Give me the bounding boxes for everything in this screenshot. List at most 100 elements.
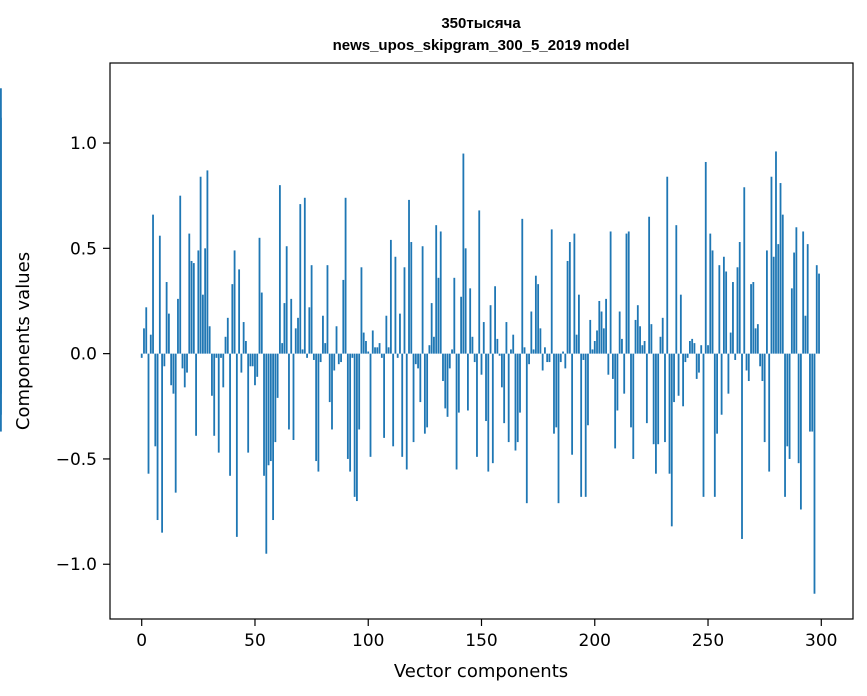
- bar-component-181: [550, 229, 553, 354]
- bar-component-5: [152, 214, 154, 354]
- y-axis-ticks: −1.0 −0.5 0.0 0.5 1.0: [56, 134, 110, 575]
- bar-component-137: [451, 349, 453, 354]
- bar-component-218: [634, 319, 637, 354]
- bar-component-68: [294, 328, 297, 354]
- bar-component-29: [206, 170, 209, 354]
- bar-component-205: [605, 298, 607, 354]
- bar-component-284: [784, 353, 786, 497]
- bar-component-165: [514, 353, 517, 451]
- bar-component-3: [147, 353, 150, 474]
- x-tick-label: 250: [692, 631, 724, 651]
- bar-component-22: [190, 260, 193, 354]
- bar-component-18: [181, 353, 184, 369]
- bar-component-299: [818, 273, 820, 354]
- bar-component-180: [548, 353, 551, 363]
- y-tick-label: −1.0: [56, 555, 97, 575]
- bar-component-255: [718, 265, 721, 354]
- x-tick-label: 300: [805, 631, 837, 651]
- bar-component-152: [485, 353, 487, 422]
- bar-component-297: [813, 353, 816, 594]
- bar-component-294: [806, 244, 809, 354]
- bar-component-103: [374, 347, 376, 354]
- bar-component-133: [442, 353, 444, 382]
- bar-component-1: [143, 328, 145, 354]
- bar-component-153: [487, 353, 490, 472]
- bar-component-24: [195, 353, 197, 436]
- bar-component-32: [213, 353, 216, 436]
- bar-component-243: [691, 338, 694, 354]
- bar-component-237: [677, 353, 680, 396]
- bar-component-21: [188, 233, 191, 354]
- bar-component-2: [145, 307, 148, 354]
- bar-component-117: [405, 353, 408, 470]
- bar-component-176: [539, 328, 542, 354]
- bar-component-115: [401, 353, 404, 457]
- bar-component-190: [571, 353, 574, 455]
- bar-component-56: [267, 353, 270, 466]
- bar-component-50: [254, 353, 256, 386]
- bar-component-171: [528, 353, 530, 365]
- bar-component-253: [713, 353, 716, 497]
- chart-subtitle: news_upos_skipgram_300_5_2019 model: [333, 37, 630, 54]
- bar-component-204: [602, 328, 605, 354]
- bar-component-185: [559, 353, 562, 363]
- bar-component-71: [301, 349, 304, 354]
- bar-component-92: [349, 353, 352, 472]
- bar-component-26: [199, 176, 202, 354]
- bar-component-82: [326, 265, 329, 354]
- bar-component-131: [437, 277, 440, 354]
- bar-component-249: [704, 161, 707, 354]
- bar-component-10: [163, 353, 166, 367]
- bar-component-224: [648, 216, 651, 354]
- x-tick-label: 0: [136, 631, 147, 651]
- bar-component-293: [804, 315, 807, 354]
- bar-component-23: [192, 263, 195, 354]
- x-tick-label: 150: [465, 631, 497, 651]
- bar-component-217: [632, 353, 635, 459]
- bar-component-14: [172, 353, 175, 394]
- bar-component-undefined: [0, 227, 2, 354]
- bar-component-279: [772, 256, 775, 354]
- bar-component-109: [387, 347, 390, 354]
- bar-component-270: [752, 282, 755, 354]
- bar-component-248: [702, 353, 705, 497]
- bar-component-145: [469, 288, 472, 354]
- bar-component-230: [661, 317, 664, 354]
- bar-component-135: [446, 353, 449, 417]
- bar-component-290: [797, 353, 800, 464]
- y-axis-label: Components values: [13, 252, 34, 430]
- bar-component-25: [197, 250, 200, 354]
- bar-component-11: [165, 282, 168, 354]
- bar-component-233: [668, 353, 671, 474]
- bar-component-189: [568, 242, 571, 354]
- bar-component-254: [716, 353, 718, 434]
- bar-component-38: [226, 317, 229, 354]
- bar-component-195: [582, 353, 585, 360]
- bar-component-16: [177, 298, 179, 354]
- bar-component-128: [430, 303, 433, 354]
- bar-component-159: [500, 353, 503, 388]
- bar-component-94: [353, 353, 356, 497]
- bar-component-276: [766, 250, 768, 354]
- bar-component-80: [322, 315, 324, 354]
- bar-component-60: [276, 353, 279, 398]
- bar-component-245: [695, 353, 698, 379]
- bar-component-6: [154, 353, 157, 447]
- bar-component-212: [621, 338, 623, 354]
- bar-component-175: [537, 284, 540, 354]
- bar-component-20: [186, 353, 188, 373]
- bar-component-110: [389, 239, 392, 354]
- bar-component-199: [591, 349, 594, 354]
- bar-component-91: [346, 353, 349, 459]
- x-tick-label: 50: [244, 631, 266, 651]
- bar-component-150: [480, 353, 483, 375]
- bar-component-172: [530, 311, 533, 354]
- bar-component-73: [306, 353, 308, 358]
- bar-component-84: [331, 353, 333, 430]
- bar-component-113: [396, 353, 399, 358]
- x-tick-label: 100: [352, 631, 384, 651]
- y-tick-label: 0.0: [70, 345, 97, 365]
- bar-component-183: [555, 353, 558, 428]
- bar-component-52: [258, 237, 261, 354]
- bar-component-240: [684, 353, 687, 363]
